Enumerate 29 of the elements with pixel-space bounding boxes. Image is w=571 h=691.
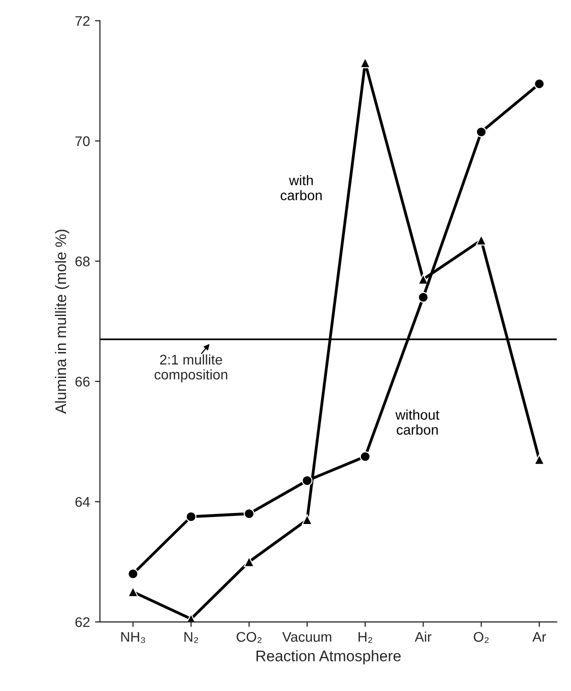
x-tick-label: Vacuum — [282, 632, 332, 642]
point — [360, 451, 371, 462]
x-tick-label: Ar — [532, 632, 546, 642]
x-tick-label: Air — [414, 632, 432, 642]
y-axis-title: Alumina in mullite (mole %) — [54, 230, 70, 414]
point — [418, 292, 429, 303]
y-tick-label: 62 — [75, 617, 90, 628]
x-tick-label: CO₂ — [236, 632, 262, 643]
x-tick-label: O₂ — [474, 632, 489, 643]
x-tick-label: N₂ — [184, 632, 198, 643]
x-tick-label: NH₃ — [121, 632, 146, 643]
point — [244, 508, 254, 520]
point — [534, 454, 545, 465]
point — [186, 511, 196, 522]
point — [476, 126, 487, 138]
point — [302, 475, 313, 486]
series-label: without carbon — [395, 410, 440, 435]
x-axis-title: Reaction Atmosphere — [256, 650, 401, 664]
x-tick-label: H₂ — [358, 632, 372, 643]
series-label: with carbon — [280, 175, 322, 200]
point — [534, 78, 545, 90]
y-tick-label: 68 — [75, 256, 90, 266]
point — [128, 568, 138, 580]
annotation: 2:1 mullite composition — [154, 354, 228, 382]
y-tick-label: 70 — [75, 136, 90, 146]
y-tick-label: 72 — [75, 16, 90, 26]
y-tick-label: 66 — [75, 376, 90, 387]
y-tick-label: 64 — [75, 497, 90, 507]
point — [302, 514, 313, 526]
